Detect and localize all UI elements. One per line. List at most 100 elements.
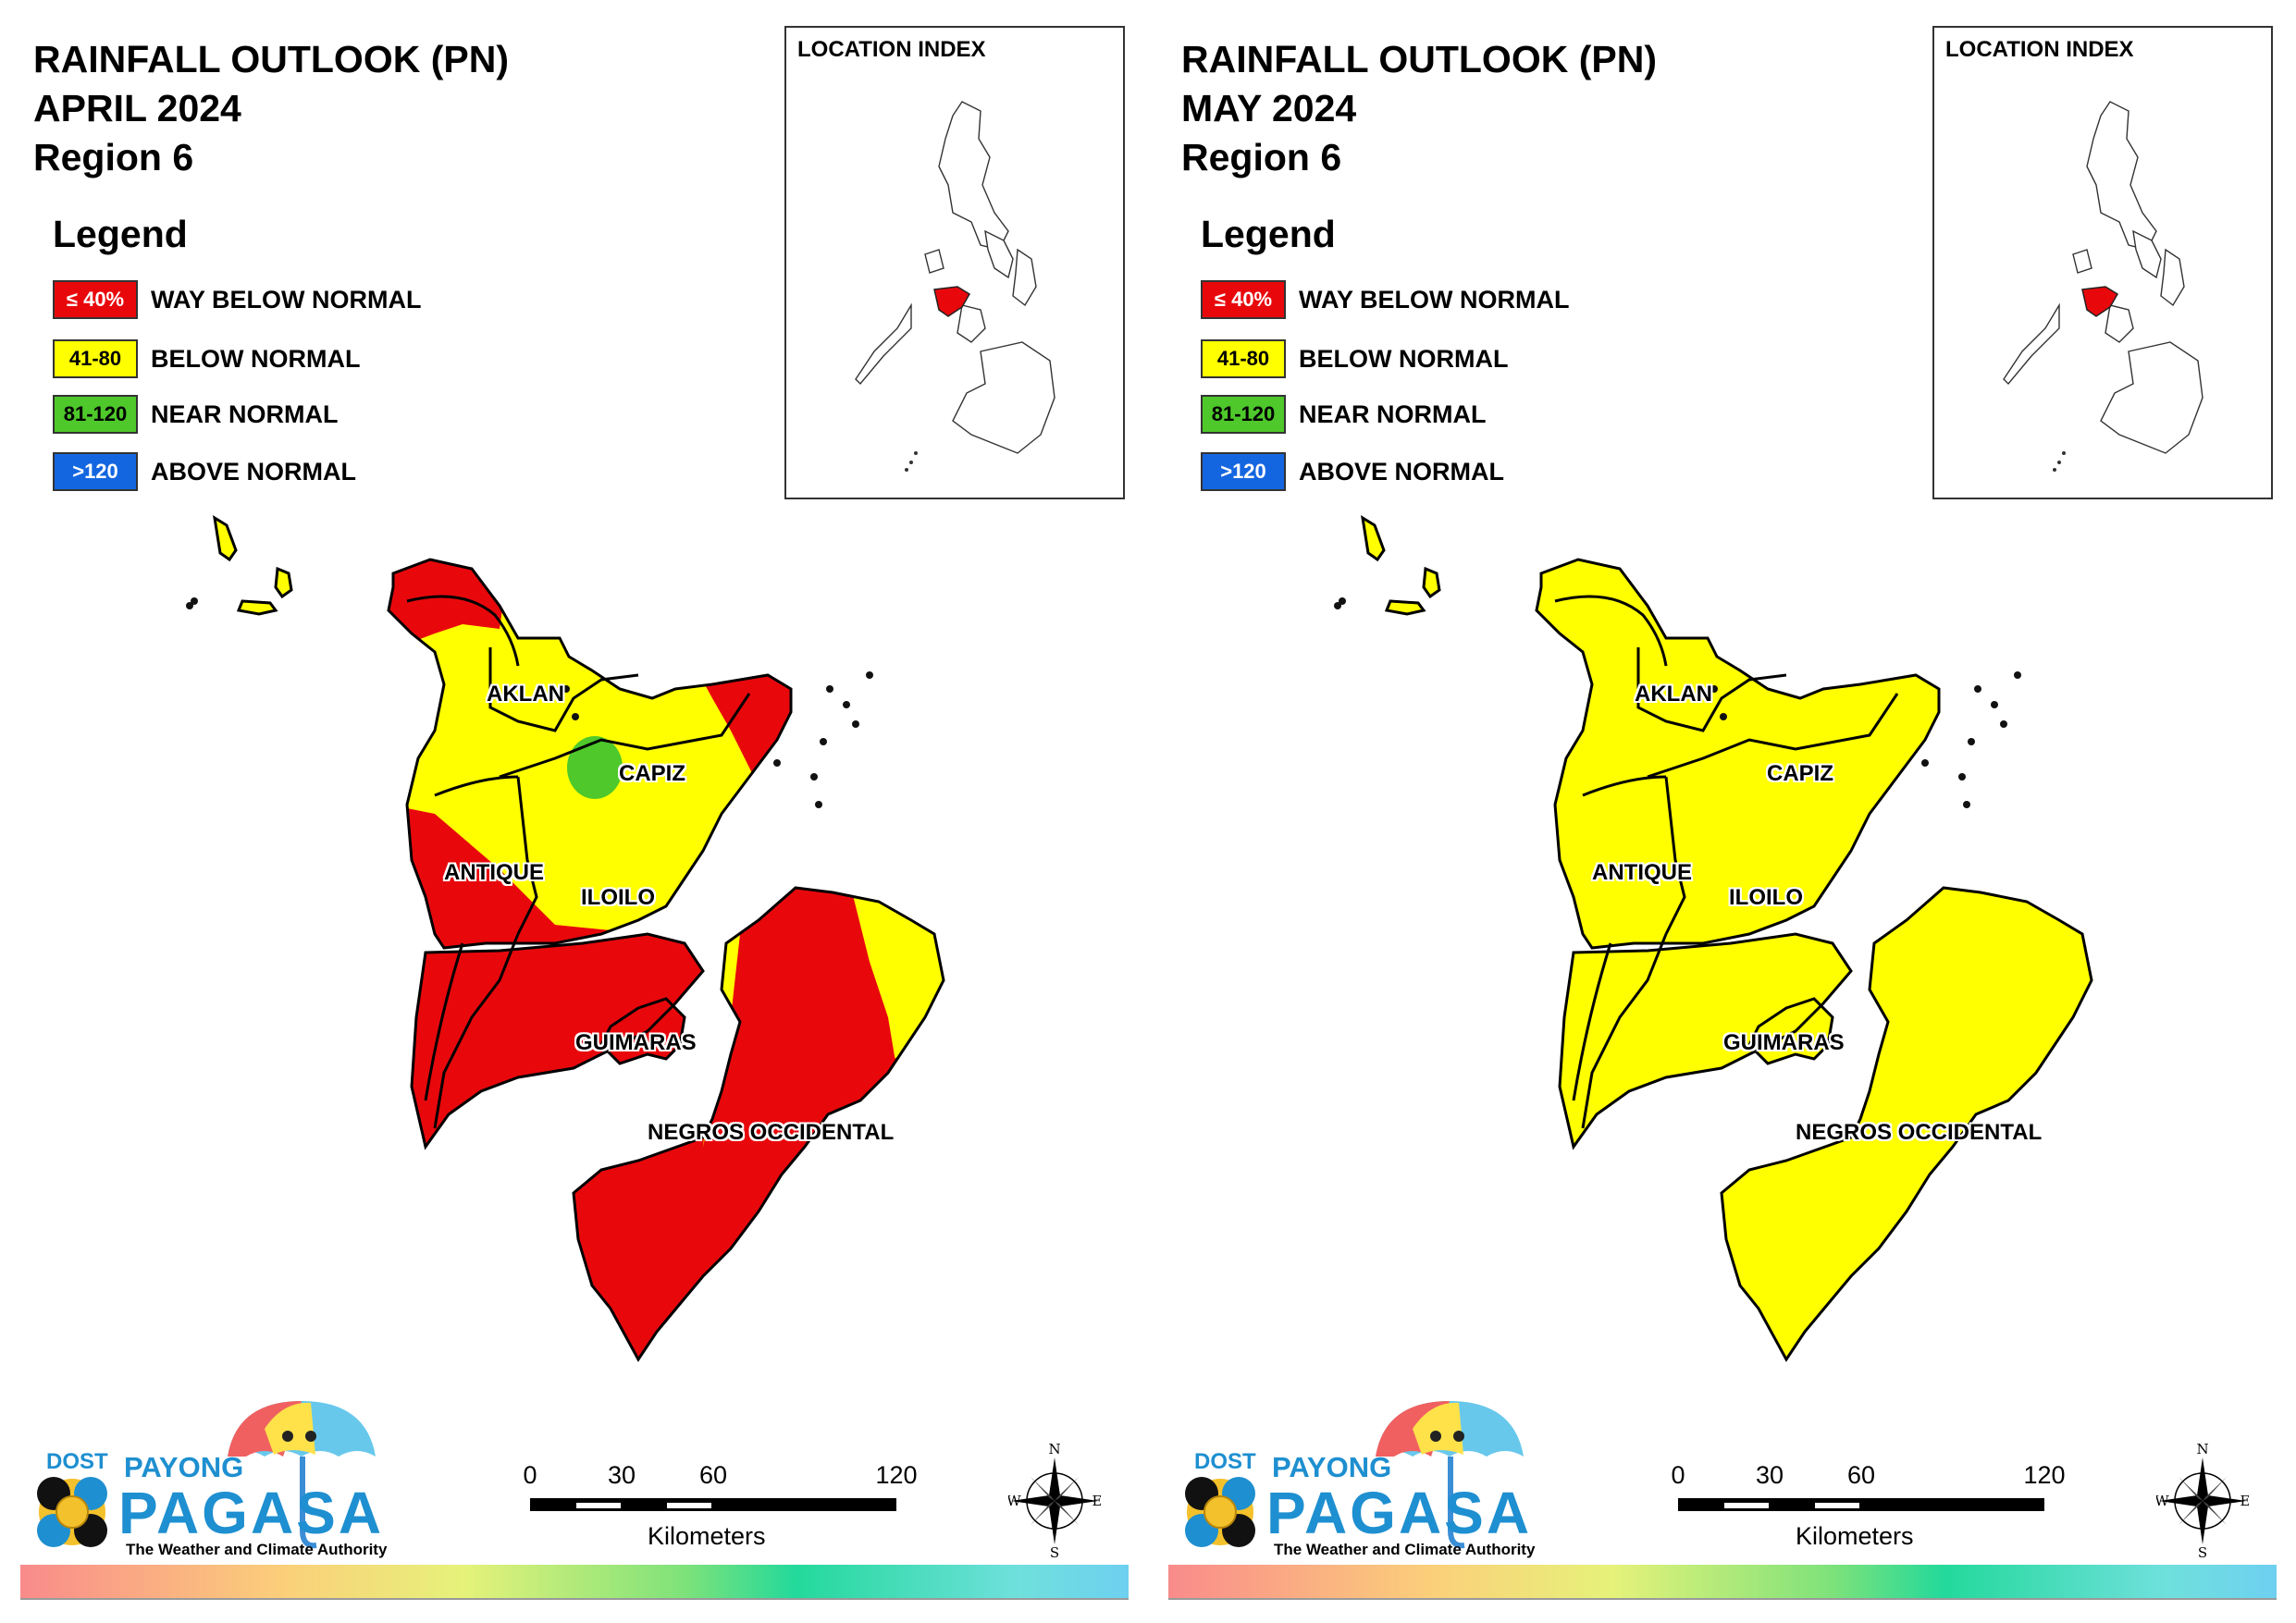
legend-swatch: >120 (1201, 452, 1286, 491)
region-6-rainfall-map (1334, 499, 2093, 1362)
islet-dot (1334, 602, 1341, 609)
scale-tick: 0 (523, 1461, 537, 1489)
compass-rose-icon: N S W E (2154, 1441, 2250, 1561)
islet-dot (186, 602, 193, 609)
province-label-negros-occidental: NEGROS OCCIDENTAL (648, 1120, 895, 1145)
islet-dot (1710, 685, 1718, 693)
coastline (1535, 558, 1941, 950)
footer-gradient-strip (20, 1565, 1129, 1598)
location-index-title: LOCATION INDEX (797, 37, 986, 62)
legend-swatch: 81-120 (1201, 395, 1286, 434)
title-line-2: MAY 2024 (1181, 87, 1357, 129)
philippines-location-map (2003, 101, 2203, 472)
scale-tick: 30 (1755, 1461, 1784, 1489)
islet-dot (572, 713, 579, 720)
compass-s: S (1050, 1544, 1059, 1561)
mindanao-shape (2100, 341, 2203, 454)
province-border (1554, 595, 1668, 667)
scale-tick: 120 (875, 1461, 918, 1489)
scale-tick: 0 (1671, 1461, 1685, 1489)
logo-tagline: The Weather and Climate Authority (126, 1541, 388, 1558)
philippines-location-map (855, 101, 1055, 472)
scale-bar-graphic (1678, 1498, 2044, 1511)
province-border (1647, 693, 1899, 779)
islet-dot (2014, 671, 2021, 679)
near-normal-area (567, 736, 623, 799)
province-border (433, 933, 520, 1129)
islet-dot (2000, 720, 2007, 728)
islet-dot (1339, 597, 1346, 605)
province-border (488, 647, 639, 732)
legend-row-above-normal: >120 ABOVE NORMAL (1201, 449, 1504, 494)
islet-dot (773, 759, 781, 767)
location-index-inset: LOCATION INDEX (784, 26, 1125, 499)
legend-row-way-below-normal: ≤ 40% WAY BELOW NORMAL (1201, 277, 1570, 322)
logo-tagline: The Weather and Climate Authority (1274, 1541, 1536, 1558)
province-label-aklan: AKLAN (1635, 682, 1712, 707)
province-label-iloilo: ILOILO (581, 885, 655, 910)
legend-label: NEAR NORMAL (1299, 400, 1487, 428)
islet-dot (843, 701, 850, 708)
title-line-1: RAINFALL OUTLOOK (PN) (33, 38, 509, 80)
province-label-capiz: CAPIZ (619, 761, 685, 786)
palawan-shape (2003, 302, 2060, 386)
province-border (1582, 775, 1667, 797)
footer-line (1168, 1598, 2277, 1600)
province-border (434, 775, 519, 797)
islet-dot (815, 801, 822, 808)
rainfall-category-overlay (389, 499, 944, 1359)
compass-rose-icon: N S W E (1006, 1441, 1102, 1561)
coastline (213, 515, 238, 562)
islet-dot (1958, 773, 1966, 781)
province-label-negros-occidental: NEGROS OCCIDENTAL (1796, 1120, 2043, 1145)
coastline (572, 886, 945, 1362)
legend-row-way-below-normal: ≤ 40% WAY BELOW NORMAL (53, 277, 422, 322)
legend-row-above-normal: >120 ABOVE NORMAL (53, 449, 356, 494)
islet-dot (191, 597, 198, 605)
logo-dost-text: DOST (1194, 1449, 1256, 1474)
north-arrow-compass: N S W E (2154, 1441, 2250, 1561)
coastline (387, 558, 793, 950)
islet-dot (852, 720, 859, 728)
title-line-3: Region 6 (33, 136, 194, 178)
mindoro-shape (2072, 249, 2092, 274)
coastline (1558, 932, 1853, 1150)
outlook-panel-may: RAINFALL OUTLOOK (PN) MAY 2024 Region 6 … (1148, 0, 2296, 1623)
coastline (1422, 566, 1441, 599)
scale-bar: 0 30 60 120 Kilometers (1666, 1461, 2065, 1563)
province-label-capiz: CAPIZ (1767, 761, 1833, 786)
legend-swatch: 41-80 (1201, 339, 1286, 378)
luzon-shape (2086, 101, 2157, 251)
islet-dot (1921, 759, 1929, 767)
province-outlines (213, 515, 945, 1362)
islet-dot (1974, 685, 1981, 693)
near-normal-area (1715, 736, 1771, 799)
province-border (1664, 776, 1686, 935)
legend-swatch: >120 (53, 452, 138, 491)
land-islet2 (1424, 569, 1439, 596)
compass-w: W (2156, 1493, 2169, 1509)
province-border (499, 693, 751, 779)
bicol-shape (2132, 229, 2162, 279)
cebu-bohol-shape (957, 304, 986, 343)
samar-shape (2160, 248, 2185, 307)
islet-dot (562, 685, 570, 693)
umbrella-logo-icon (37, 1401, 376, 1549)
palawan-shape (855, 302, 912, 386)
legend-swatch: 81-120 (53, 395, 138, 434)
legend-heading: Legend (1201, 213, 1336, 255)
logo-pagasa-text: PAGASA (1266, 1480, 1533, 1546)
north-arrow-compass: N S W E (1006, 1441, 1102, 1561)
scale-tick: 30 (607, 1461, 636, 1489)
location-index-inset: LOCATION INDEX (1932, 26, 2273, 499)
legend-label: ABOVE NORMAL (151, 457, 356, 486)
coastline (599, 997, 686, 1065)
province-label-antique: ANTIQUE (444, 860, 544, 885)
logo-payong-text: PAYONG (124, 1451, 244, 1483)
scale-bar-graphic (530, 1498, 896, 1511)
province-border (1581, 933, 1668, 1129)
coastline (274, 566, 293, 599)
title-line-1: RAINFALL OUTLOOK (PN) (1181, 38, 1657, 80)
compass-n: N (1048, 1441, 1060, 1457)
legend-swatch: ≤ 40% (1201, 280, 1286, 319)
